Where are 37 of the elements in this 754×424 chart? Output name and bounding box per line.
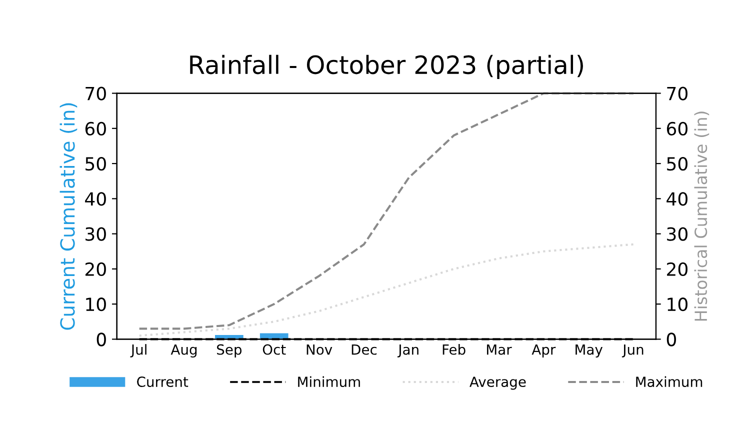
x-tick-label: Oct xyxy=(262,344,286,355)
line-series xyxy=(138,92,635,330)
x-tick-label: Mar xyxy=(487,344,512,355)
legend-label: Average xyxy=(470,376,526,390)
x-tick-label: Jan xyxy=(397,344,418,358)
x-tick-label: Sep xyxy=(217,344,242,358)
y-tick-label: 50 xyxy=(86,157,106,171)
y-tick-label: 20 xyxy=(85,262,106,276)
y2-tick-label: 40 xyxy=(666,192,688,206)
x-tick-label: Dec xyxy=(352,344,377,355)
legend-label: Minimum xyxy=(298,376,360,388)
y2-tick-label: 50 xyxy=(667,157,688,171)
y2-tick-label: 70 xyxy=(667,86,688,100)
x-tick-label: Aug xyxy=(170,344,197,358)
y2-tick-label: 30 xyxy=(667,227,688,241)
y2-tick-label: 60 xyxy=(666,122,688,136)
y-tick-label: 70 xyxy=(86,86,106,100)
x-tick-label: Jul xyxy=(130,344,146,358)
line-series xyxy=(138,243,635,337)
y-tick-label: 30 xyxy=(86,227,106,241)
legend-label: Maximum xyxy=(636,376,702,388)
y-axis-title: Current Cumulative (in) xyxy=(60,103,78,330)
chart-title: Rainfall - October 2023 (partial) xyxy=(190,54,583,80)
x-tick-label: Feb xyxy=(442,344,466,355)
legend-label: Current xyxy=(137,376,188,388)
x-tick-label: Apr xyxy=(532,344,556,358)
y-tick-label: 60 xyxy=(85,122,106,136)
y2-tick-label: 10 xyxy=(668,298,688,312)
y-tick-label: 10 xyxy=(86,298,106,312)
y2-tick-label: 0 xyxy=(666,332,676,346)
x-tick-label: May xyxy=(576,344,603,358)
y2-axis-title: Historical Cumulative (in) xyxy=(694,112,710,321)
y2-tick-label: 20 xyxy=(667,262,688,276)
x-tick-label: Jun xyxy=(622,344,644,358)
x-tick-label: Nov xyxy=(306,344,332,355)
y-tick-label: 40 xyxy=(85,192,106,206)
y-tick-label: 0 xyxy=(96,332,106,346)
